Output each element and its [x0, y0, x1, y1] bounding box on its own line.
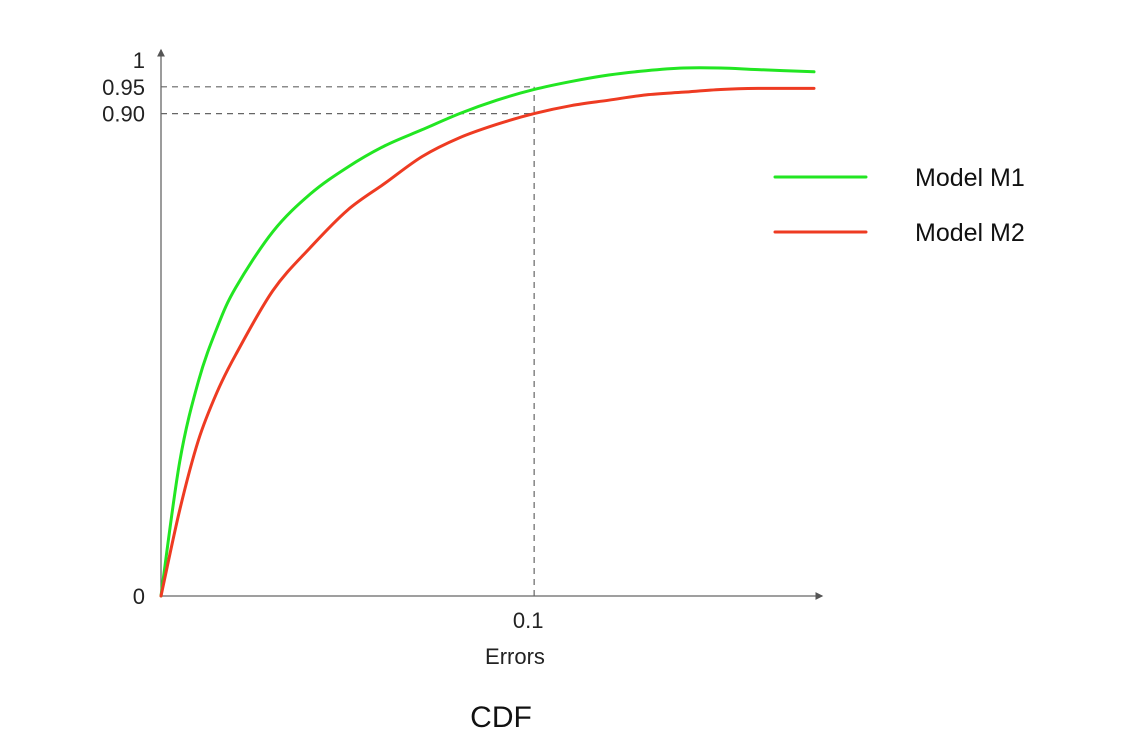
x-axis-label: Errors — [485, 644, 545, 669]
series-lines — [159, 66, 816, 598]
chart-caption: CDF — [470, 701, 532, 734]
reference-lines — [161, 86, 535, 596]
y-tick-labels: 0 0.900.951 — [102, 48, 145, 609]
legend-label-model-m1: Model M1 — [915, 164, 1025, 192]
y-tick-label-1: 1 — [133, 48, 145, 73]
legend: Model M1 Model M2 — [773, 164, 1025, 247]
y-tick-label-0-90: 0.90 — [102, 102, 145, 127]
y-tick-label-0-95: 0.95 — [102, 75, 145, 100]
legend-label-model-m2: Model M2 — [915, 219, 1025, 247]
x-tick-labels: 0.1 — [513, 608, 544, 633]
series-line-model-m2 — [159, 86, 816, 598]
x-tick-label-0-1: 0.1 — [513, 608, 544, 633]
series-line-model-m1 — [159, 66, 816, 598]
y-tick-label-0: 0 — [133, 584, 145, 609]
